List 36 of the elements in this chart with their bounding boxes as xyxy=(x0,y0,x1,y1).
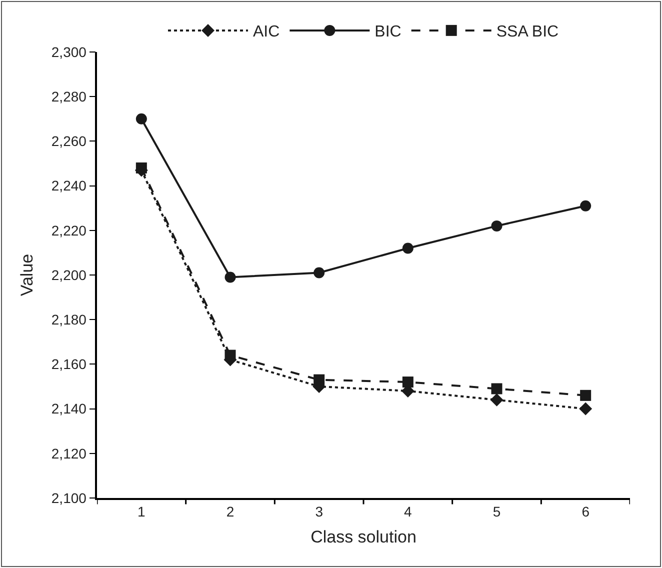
x-tick-label: 4 xyxy=(404,504,412,520)
x-tick-label: 1 xyxy=(138,504,146,520)
point xyxy=(402,242,414,254)
y-tick-label: 2,300 xyxy=(51,44,87,60)
x-tick-label: 5 xyxy=(492,504,501,520)
point xyxy=(224,272,236,283)
x-tick-label: 6 xyxy=(582,504,590,520)
point xyxy=(224,350,236,361)
legend-label: BIC xyxy=(374,24,402,41)
y-tick-label: 2,280 xyxy=(51,88,87,104)
point xyxy=(491,220,502,232)
y-tick-label: 2,260 xyxy=(51,133,87,150)
point xyxy=(314,374,325,386)
y-tick-label: 2,220 xyxy=(51,222,87,238)
point xyxy=(402,376,414,388)
point xyxy=(580,200,592,212)
legend-label: AIC xyxy=(253,24,280,41)
y-tick-label: 2,180 xyxy=(51,312,87,328)
point xyxy=(136,162,147,174)
x-tick-label: 3 xyxy=(315,504,324,520)
y-tick-label: 2,140 xyxy=(51,400,87,417)
y-tick-label: 2,240 xyxy=(51,178,87,194)
point xyxy=(579,402,592,416)
point xyxy=(580,390,592,401)
y-tick-label: 2,200 xyxy=(51,266,87,283)
y-tick-label: 2,160 xyxy=(51,356,87,372)
x-axis-title: Class solution xyxy=(310,527,416,546)
y-tick-label: 2,120 xyxy=(51,445,87,462)
y-axis-title: Value xyxy=(17,254,36,296)
point xyxy=(314,267,325,278)
point xyxy=(136,113,147,124)
point xyxy=(490,393,504,406)
y-tick-label: 2,100 xyxy=(51,490,87,506)
legend-label: SSA BIC xyxy=(496,24,559,41)
x-tick-label: 2 xyxy=(226,504,234,520)
point xyxy=(491,383,502,394)
